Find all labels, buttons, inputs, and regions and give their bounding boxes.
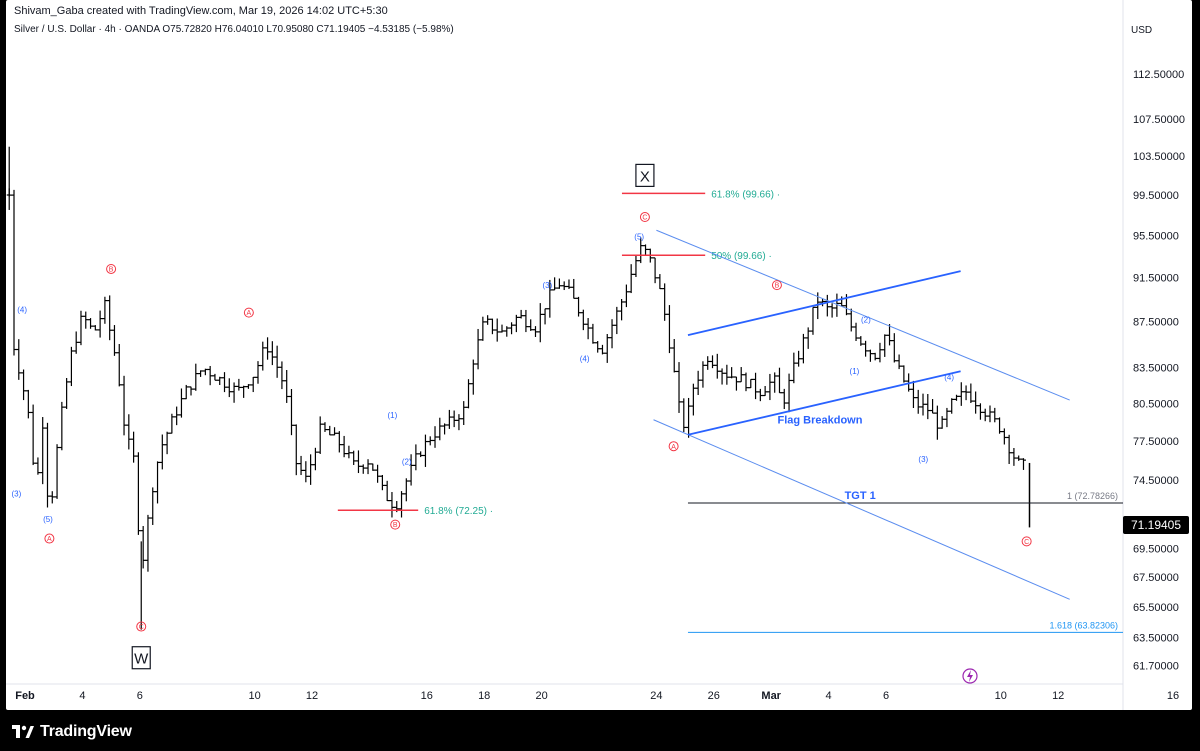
brand-name: TradingView <box>40 723 132 740</box>
wave-circle <box>44 533 55 544</box>
wave-count-label: (4) <box>944 373 954 382</box>
x-tick-label: 10 <box>248 690 260 702</box>
wave-box <box>635 163 655 187</box>
x-tick-label: 18 <box>478 690 490 702</box>
wave-circle <box>106 263 117 274</box>
y-tick-label: 83.50000 <box>1133 363 1179 375</box>
wave-count-label: (5) <box>43 515 53 524</box>
y-tick-label: 87.50000 <box>1133 317 1179 329</box>
channel-lower-line <box>653 419 1070 600</box>
wave-circle <box>639 212 650 223</box>
flag-lower-line <box>687 370 961 436</box>
wave-count-label: (1) <box>850 367 860 376</box>
wave-box-label: X <box>640 168 650 185</box>
y-tick-label: 80.50000 <box>1133 399 1179 411</box>
wave-count-label: (2) <box>861 315 871 324</box>
channel-upper-line <box>656 229 1070 401</box>
flag-breakdown-label: Flag Breakdown <box>778 414 863 426</box>
y-tick-label: 77.50000 <box>1133 436 1179 448</box>
tradingview-logo-icon <box>12 725 34 738</box>
x-tick-label: 6 <box>137 690 143 702</box>
price-chart[interactable]: 112.50000 107.50000 103.50000 99.50000 95.50… <box>6 0 1192 710</box>
wave-count-label: (3) <box>542 281 552 290</box>
flag-upper-line <box>687 270 961 337</box>
wave-box-label: W <box>134 651 149 668</box>
author-caption: Shivam_Gaba created with TradingView.com… <box>14 5 388 17</box>
x-tick-label: 10 <box>995 690 1007 702</box>
event-marker-icon <box>962 668 978 684</box>
target-label: 1 (72.78266) <box>1067 491 1118 501</box>
lightning-icon <box>967 670 973 682</box>
wave-circle <box>668 441 679 452</box>
wave-circle <box>771 280 782 291</box>
y-tick-label: 74.50000 <box>1133 475 1179 487</box>
y-tick-label: 63.50000 <box>1133 632 1179 644</box>
wave-circle-label: C <box>139 624 144 631</box>
wave-circle-label: B <box>775 283 780 290</box>
chart-area[interactable]: 112.50000 107.50000 103.50000 99.50000 95.50… <box>6 0 1192 710</box>
y-tick-label: 99.50000 <box>1133 190 1179 202</box>
wave-circle-label: A <box>247 310 252 317</box>
footer-brand: TradingView <box>12 721 132 743</box>
wave-circle-label: C <box>642 215 647 222</box>
y-tick-label: 67.50000 <box>1133 572 1179 584</box>
tgt-1-label: TGT 1 <box>845 490 876 502</box>
target-label: 1.618 (63.82306) <box>1049 620 1118 630</box>
wave-count-label: (4) <box>580 354 590 363</box>
y-tick-label: 65.50000 <box>1133 602 1179 614</box>
wave-circle <box>243 307 254 318</box>
symbol-legend[interactable]: Silver / U.S. Dollar · 4h · OANDA O75.72… <box>14 24 454 35</box>
wave-circle-label: A <box>47 536 52 543</box>
fib-level-label: 50% (99.66) · <box>711 251 772 262</box>
wave-circle-label: A <box>671 444 676 451</box>
currency-label: USD <box>1131 25 1153 36</box>
x-tick-label: 16 <box>1167 690 1179 702</box>
wave-circle-label: B <box>109 267 114 274</box>
y-tick-label: 107.50000 <box>1133 114 1185 126</box>
x-tick-label: 4 <box>826 690 832 702</box>
y-tick-label: 103.50000 <box>1133 151 1185 163</box>
x-tick-label: Mar <box>761 690 781 702</box>
wave-count-label: (3) <box>11 489 21 498</box>
y-tick-label: 91.50000 <box>1133 273 1179 285</box>
wave-circle-label: B <box>393 522 398 529</box>
x-tick-label: 6 <box>883 690 889 702</box>
wave-count-label: (2) <box>402 458 412 467</box>
x-tick-label: 26 <box>708 690 720 702</box>
y-tick-label: 95.50000 <box>1133 230 1179 242</box>
x-tick-label: 12 <box>1052 690 1064 702</box>
wave-circle <box>136 621 147 632</box>
wave-circle <box>390 519 401 530</box>
wave-box <box>131 646 151 670</box>
wave-circle <box>1021 536 1032 547</box>
y-tick-label: 112.50000 <box>1133 69 1184 81</box>
x-tick-label: 20 <box>535 690 547 702</box>
last-price-tag: 71.19405 <box>1123 516 1189 534</box>
wave-count-label: (5) <box>634 232 644 241</box>
wave-count-label: (4) <box>17 305 27 314</box>
y-tick-label: 61.70000 <box>1133 661 1179 673</box>
y-tick-label: 69.50000 <box>1133 543 1179 555</box>
wave-count-label: (1) <box>387 411 397 420</box>
x-tick-label: 24 <box>650 690 662 702</box>
x-tick-label: 12 <box>306 690 318 702</box>
fib-level-label: 61.8% (99.66) · <box>711 189 780 200</box>
x-tick-label: 4 <box>79 690 85 702</box>
wave-count-label: (3) <box>918 455 928 464</box>
wave-circle-label: C <box>1024 539 1029 546</box>
fib-level-label: 61.8% (72.25) · <box>424 506 493 517</box>
x-tick-label: Feb <box>15 690 35 702</box>
x-tick-label: 16 <box>421 690 433 702</box>
